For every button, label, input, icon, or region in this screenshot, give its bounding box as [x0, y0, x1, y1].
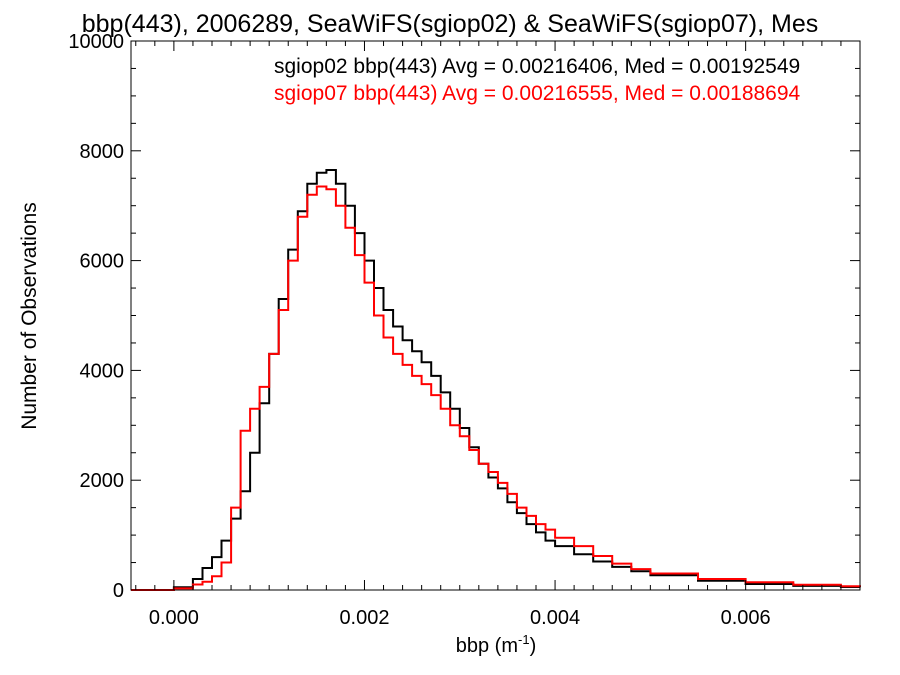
x-axis-label: bbp (m-1): [456, 632, 536, 657]
chart-title: bbp(443), 2006289, SeaWiFS(sgiop02) & Se…: [82, 10, 818, 38]
x-tick-label: 0.002: [339, 607, 389, 629]
x-axis: 0.000 0.002 0.004 0.006: [135, 41, 861, 629]
x-tick-label: 0.004: [530, 607, 580, 629]
series-line-sgiop07: [131, 185, 861, 591]
x-axis-label-tail: ): [530, 635, 537, 657]
y-tick-label: 2000: [80, 470, 125, 492]
y-tick-label: 10000: [68, 31, 124, 53]
legend-line-sgiop02: sgiop02 bbp(443) Avg = 0.00216406, Med =…: [274, 55, 800, 78]
y-tick-label: 8000: [80, 141, 125, 163]
y-tick-label: 4000: [80, 360, 125, 382]
y-tick-label: 6000: [80, 251, 125, 273]
x-axis-label-superscript: -1: [518, 632, 530, 647]
x-tick-label: 0.000: [149, 607, 199, 629]
y-axis-label: Number of Observations: [18, 202, 41, 430]
x-tick-label: 0.006: [721, 607, 771, 629]
y-axis: 0 2000 4000 6000 8000 10000: [68, 31, 860, 602]
legend-line-sgiop07: sgiop07 bbp(443) Avg = 0.00216555, Med =…: [274, 82, 801, 105]
y-tick-label: 0: [113, 580, 124, 602]
series-layer: [131, 169, 861, 591]
series-line-sgiop02: [131, 169, 861, 591]
